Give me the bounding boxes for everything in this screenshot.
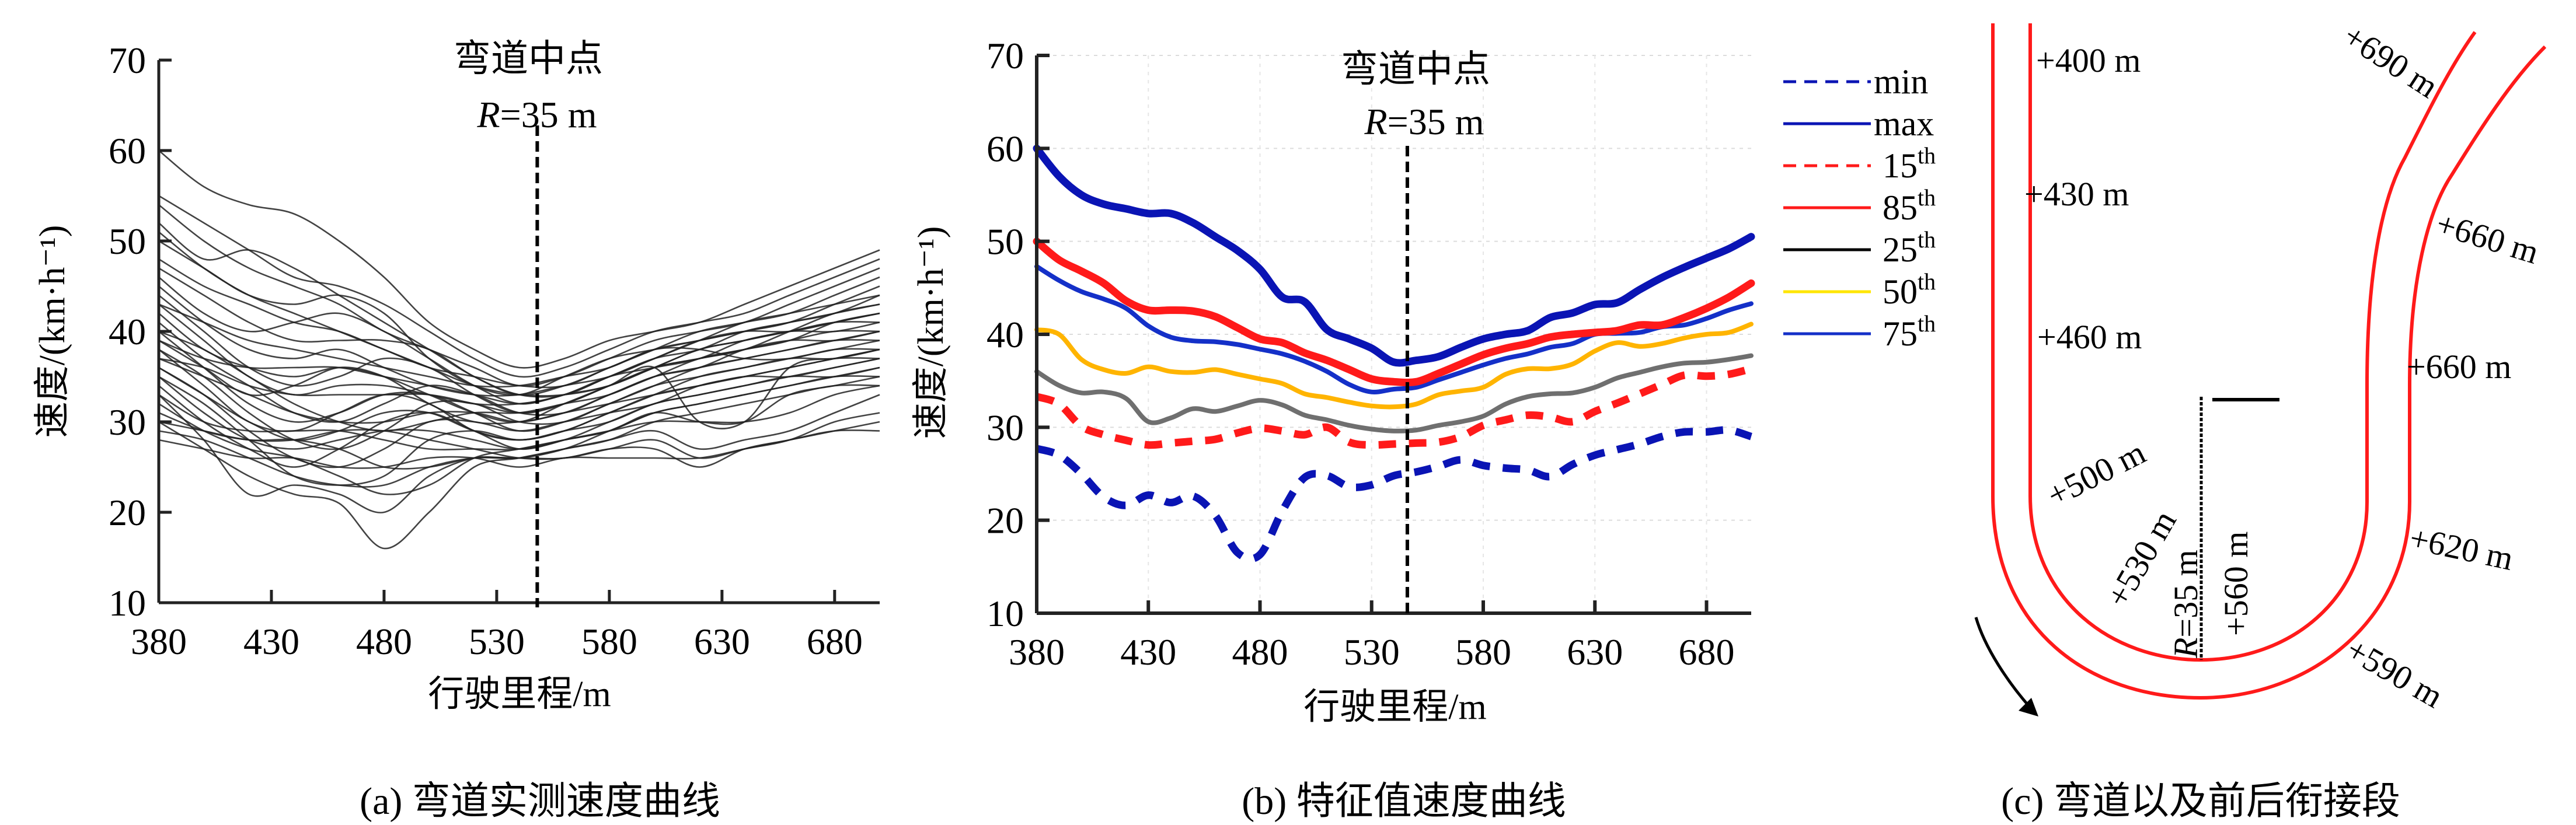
- b-legend-label-max: max: [1874, 104, 1934, 143]
- panel-a-measured-speed-chart: 10 20 30 40 50 60 70 380 430 480 530 580 630 680 弯道中点…: [33, 38, 880, 823]
- b-legend-label-15th: 15th: [1883, 142, 1936, 185]
- b-axes: [1035, 54, 1751, 615]
- b-x-tick-label: 480: [1232, 631, 1288, 673]
- b-x-tick-label: 530: [1344, 631, 1400, 673]
- a-x-tick-label: 480: [356, 621, 412, 662]
- b-legend-label-main: 75: [1883, 314, 1918, 353]
- b-annotation-r-symbol: R: [1364, 101, 1388, 142]
- b-x-tick-label: 380: [1009, 631, 1065, 673]
- a-x-tick-label: 580: [581, 621, 637, 662]
- a-speed-curve-27: [158, 384, 880, 495]
- b-annotation-r-value: =35 m: [1388, 101, 1484, 142]
- a-x-tick-label: 530: [469, 621, 525, 662]
- b-y-tick-label: 50: [987, 221, 1024, 263]
- c-station-label: +660 m: [2407, 348, 2511, 386]
- caption-c: (c) 弯道以及前后衔接段: [2001, 780, 2400, 823]
- b-series-line-15th: [1035, 365, 1752, 449]
- c-radius-label: R=35 m: [2167, 550, 2205, 659]
- a-x-tick-label: 630: [694, 621, 750, 662]
- a-axes: [157, 58, 880, 604]
- a-speed-curve-33: [158, 303, 880, 388]
- b-x-tick-label: 580: [1455, 631, 1511, 673]
- b-y-tick-label: 40: [987, 314, 1024, 355]
- b-series-line-min: [1036, 426, 1753, 563]
- b-x-tick-label: 680: [1679, 631, 1735, 673]
- a-annotation-r-symbol: R: [477, 94, 500, 135]
- a-y-tick-label: 60: [109, 130, 146, 172]
- b-legend-label-main: min: [1874, 62, 1928, 101]
- b-legend-label-main: 50: [1883, 272, 1918, 311]
- c-radius-value: =35 m: [2167, 550, 2205, 637]
- a-speed-curve-1: [158, 149, 880, 369]
- b-legend-label-main: 85: [1883, 188, 1918, 227]
- direction-arrowhead-icon: [2019, 698, 2038, 716]
- a-y-tick-label: 20: [109, 492, 146, 533]
- a-curves: [158, 149, 880, 550]
- b-y-tick-label: 60: [987, 128, 1024, 169]
- a-y-tick-label: 30: [109, 401, 146, 443]
- b-legend-label-75th: 75th: [1883, 310, 1936, 353]
- b-series-line-25th: [1034, 353, 1754, 434]
- c-radius-symbol: R: [2167, 638, 2205, 659]
- b-legend-label-85th: 85th: [1883, 184, 1936, 227]
- b-legend-label-sup: th: [1918, 268, 1936, 295]
- a-speed-curve-32: [158, 429, 880, 469]
- road-edge-outer: [1991, 23, 2547, 700]
- b-x-tick-label: 430: [1120, 631, 1176, 673]
- b-legend-label-sup: th: [1918, 310, 1936, 337]
- b-x-axis-title: 行驶里程/m: [1303, 687, 1486, 727]
- b-annotation-title: 弯道中点: [1341, 48, 1490, 90]
- a-y-tick-label: 10: [109, 582, 146, 624]
- a-x-tick-label: 680: [807, 621, 863, 662]
- a-x-tick-label: 380: [131, 621, 187, 662]
- a-speed-curve-29: [158, 394, 880, 550]
- b-y-tick-label: 70: [987, 35, 1024, 76]
- b-annotation-radius: R=35 m: [1364, 101, 1484, 142]
- c-station-label: +430 m: [2024, 175, 2129, 213]
- a-annotation-title: 弯道中点: [454, 38, 603, 79]
- caption-a: (a) 弯道实测速度曲线: [360, 780, 720, 823]
- c-station-label: +460 m: [2037, 318, 2142, 356]
- a-y-tick-label: 70: [109, 40, 146, 81]
- b-series-line-max: [1033, 144, 1755, 367]
- b-legend-label-sup: th: [1918, 184, 1936, 211]
- c-station-label: +560 m: [2217, 532, 2255, 636]
- a-y-tick-label: 50: [109, 221, 146, 262]
- b-series-line-85th: [1033, 237, 1755, 387]
- b-curves: [1033, 144, 1755, 563]
- b-legend-label-main: 15: [1883, 146, 1918, 185]
- a-tick-labels: 10 20 30 40 50 60 70 380 430 480 530 580 630 680: [109, 40, 863, 662]
- b-y-tick-label: 30: [987, 407, 1024, 448]
- c-station-label: +400 m: [2036, 41, 2141, 79]
- b-series-line-50th: [1034, 321, 1754, 410]
- b-legend-label-50th: 50th: [1883, 268, 1936, 311]
- b-y-axis-title: 速度/(km·h⁻¹): [911, 226, 951, 439]
- b-legend-label-main: 25: [1883, 230, 1918, 269]
- a-annotation-r-value: =35 m: [500, 94, 597, 135]
- a-speed-curve-2: [158, 195, 880, 378]
- a-x-axis-title: 行驶里程/m: [428, 674, 611, 714]
- b-series-line-75th: [1034, 264, 1754, 395]
- direction-arrow-icon: [1974, 617, 2033, 710]
- panel-b-characteristic-speed-chart: 10 20 30 40 50 60 70 380 430 480 530 580 630 680 弯道中点…: [911, 35, 1936, 823]
- b-y-tick-label: 10: [987, 593, 1024, 634]
- b-legend-label-main: max: [1874, 104, 1934, 143]
- b-legend-label-25th: 25th: [1883, 226, 1936, 269]
- a-annotation-radius: R=35 m: [477, 94, 597, 135]
- caption-b: (b) 特征值速度曲线: [1242, 780, 1566, 823]
- b-y-tick-label: 20: [987, 500, 1024, 541]
- a-speed-curve-36: [158, 231, 880, 397]
- a-y-axis-title: 速度/(km·h⁻¹): [33, 225, 72, 438]
- a-y-tick-label: 40: [109, 311, 146, 352]
- a-x-tick-label: 430: [243, 621, 299, 662]
- b-tick-labels: 10 20 30 40 50 60 70 380 430 480 530 580 630 680: [987, 35, 1735, 673]
- a-speed-curve-34: [158, 294, 880, 405]
- b-legend-label-sup: th: [1918, 226, 1936, 253]
- b-x-tick-label: 630: [1567, 631, 1623, 673]
- road-edge-inner: [2028, 23, 2477, 662]
- b-legend-label-sup: th: [1918, 142, 1936, 169]
- b-legend-label-min: min: [1874, 62, 1928, 101]
